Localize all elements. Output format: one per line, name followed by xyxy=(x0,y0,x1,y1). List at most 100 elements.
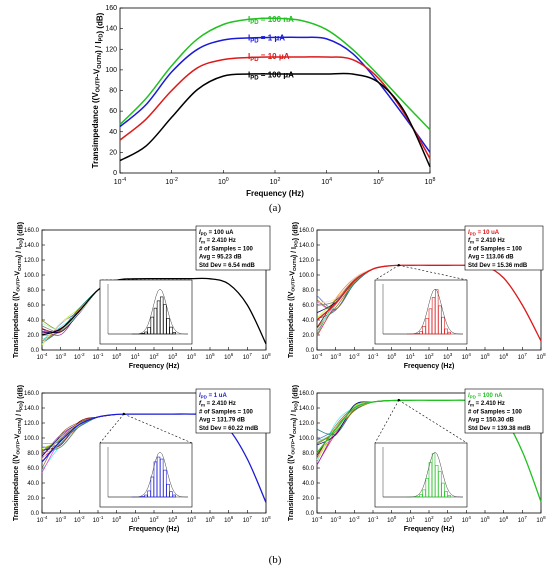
x-axis-label: Frequency (Hz) xyxy=(404,363,455,370)
x-tick-label: 10-4 xyxy=(312,515,323,524)
stats-box xyxy=(464,225,544,271)
x-tick-label: 105 xyxy=(205,352,215,361)
x-tick-label: 103 xyxy=(168,352,178,361)
x-tick-label: 10-3 xyxy=(55,515,66,524)
histogram-bar xyxy=(144,494,148,498)
y-tick-label: 60.0 xyxy=(302,303,314,309)
x-axis-label: Frequency (Hz) xyxy=(129,526,180,533)
y-tick-label: 80.0 xyxy=(27,288,39,294)
x-tick-label: 10-3 xyxy=(330,515,341,524)
y-tick-label: 40 xyxy=(109,129,117,136)
x-tick-label: 106 xyxy=(224,515,234,524)
y-tick-label: 40.0 xyxy=(302,481,314,487)
y-tick-label: 100.0 xyxy=(299,436,315,442)
chart-b4: 0.0 20.0 40.0 60.0 80.0 100.0 120.0 140.0 160.0 1… xyxy=(288,385,546,533)
x-tick-label: 10-1 xyxy=(93,515,104,524)
x-axis-label: Frequency (Hz) xyxy=(246,189,304,198)
y-tick-label: 100.0 xyxy=(24,436,40,442)
histogram-bar xyxy=(166,318,170,335)
x-tick-label: 104 xyxy=(321,177,332,186)
zoom-guide xyxy=(123,413,193,444)
x-tick-label: 105 xyxy=(205,515,215,524)
y-tick-label: 120 xyxy=(105,46,117,53)
legend-entry: IPD = 100 μA xyxy=(248,71,294,82)
histogram-fit xyxy=(108,451,188,498)
y-tick-label: 160.0 xyxy=(299,228,315,234)
histogram-bar xyxy=(425,318,429,335)
y-axis-label: Transimpedance ((VOUTP-VOUTN) / IPD) (dB… xyxy=(288,385,300,521)
y-tick-label: 160.0 xyxy=(24,228,40,234)
x-tick-label: 10-2 xyxy=(74,352,85,361)
histogram-bar xyxy=(169,491,173,498)
x-tick-label: 10-1 xyxy=(93,352,104,361)
x-tick-label: 105 xyxy=(480,515,490,524)
zoom-guide xyxy=(374,399,400,444)
x-tick-label: 105 xyxy=(480,352,490,361)
y-tick-label: 140.0 xyxy=(24,406,40,412)
histogram-bar xyxy=(172,494,176,498)
y-tick-label: 120.0 xyxy=(299,258,315,264)
x-tick-label: 10-4 xyxy=(114,177,127,186)
x-tick-label: 10-3 xyxy=(330,352,341,361)
x-tick-label: 103 xyxy=(443,352,453,361)
y-tick-label: 40.0 xyxy=(302,318,314,324)
y-tick-label: 100 xyxy=(105,67,117,74)
y-tick-label: 120.0 xyxy=(299,421,315,427)
y-tick-label: 0.0 xyxy=(31,348,40,354)
histogram-bar xyxy=(422,489,426,498)
stats-samples: # of Samples = 100 xyxy=(468,246,523,252)
histogram-bar xyxy=(434,465,439,498)
y-tick-label: 0 xyxy=(113,170,117,177)
histogram-fit xyxy=(383,451,463,498)
y-tick-label: 160.0 xyxy=(24,391,40,397)
x-tick-label: 102 xyxy=(149,352,159,361)
chart-b3: 0.0 20.0 40.0 60.0 80.0 100.0 120.0 140.0 160.0 1… xyxy=(13,385,271,533)
y-axis-label: Transimpedance ((VOUTP-VOUTN) / IPD) (dB… xyxy=(13,222,25,358)
y-tick-label: 140.0 xyxy=(24,243,40,249)
stats-fm: fm = 2.410 Hz xyxy=(468,238,505,245)
caption-a: (a) xyxy=(268,202,282,214)
x-tick-label: 108 xyxy=(261,352,271,361)
x-tick-label: 10-2 xyxy=(349,515,360,524)
x-tick-label: 100 xyxy=(387,515,397,524)
y-tick-label: 120.0 xyxy=(24,421,40,427)
y-tick-label: 100.0 xyxy=(24,273,40,279)
y-tick-label: 80.0 xyxy=(302,451,314,457)
histogram-bar xyxy=(159,296,164,335)
y-tick-label: 140.0 xyxy=(299,406,315,412)
x-tick-label: 103 xyxy=(443,515,453,524)
stats-ipd: IPD = 100 uA xyxy=(199,230,234,237)
y-tick-label: 140 xyxy=(105,26,117,33)
stats-avg: Avg = 150.30 dB xyxy=(468,418,515,424)
y-tick-label: 60.0 xyxy=(302,466,314,472)
x-axis-label: Frequency (Hz) xyxy=(129,363,180,370)
series-line xyxy=(119,17,431,131)
stats-box xyxy=(464,388,544,434)
zoom-guide xyxy=(374,264,399,281)
y-tick-label: 0.0 xyxy=(31,511,40,517)
y-tick-label: 80.0 xyxy=(27,451,39,457)
x-tick-label: 102 xyxy=(424,515,434,524)
histogram-bar xyxy=(163,469,167,498)
x-tick-label: 108 xyxy=(536,515,546,524)
histogram-bar xyxy=(425,478,429,498)
x-tick-label: 107 xyxy=(243,515,253,524)
x-tick-label: 104 xyxy=(187,515,197,524)
chart-b2: 0.0 20.0 40.0 60.0 80.0 100.0 120.0 140.0 160.0 1… xyxy=(288,222,546,370)
x-tick-label: 102 xyxy=(149,515,159,524)
stats-std: Std Dev = 139.38 mdB xyxy=(468,426,531,432)
x-tick-label: 102 xyxy=(270,177,281,186)
histogram-bar xyxy=(434,289,439,335)
histogram-bar xyxy=(431,297,436,335)
stats-fm: fm = 2.410 Hz xyxy=(199,238,236,245)
y-tick-label: 20.0 xyxy=(27,333,39,339)
x-tick-label: 100 xyxy=(112,515,122,524)
histogram-bar xyxy=(163,304,167,335)
x-tick-label: 101 xyxy=(131,352,141,361)
histogram-bar xyxy=(428,308,433,335)
x-tick-label: 107 xyxy=(518,515,528,524)
x-axis-label: Frequency (Hz) xyxy=(404,526,455,533)
y-tick-label: 20.0 xyxy=(302,333,314,339)
histogram-bar xyxy=(172,332,176,335)
y-tick-label: 140.0 xyxy=(299,243,315,249)
